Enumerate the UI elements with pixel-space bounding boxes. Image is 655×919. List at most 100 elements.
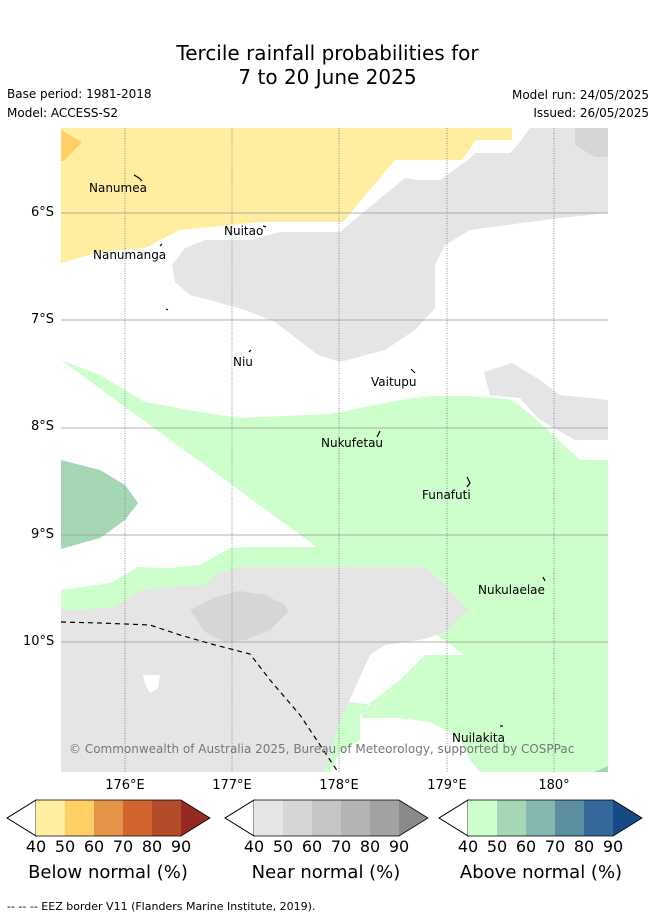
near-normal-50-region-corner bbox=[575, 128, 608, 157]
lon-tick-178e: 178°E bbox=[319, 778, 359, 793]
island-marks bbox=[133, 174, 546, 727]
colorbar-outline bbox=[438, 799, 643, 837]
island-nukulaelae bbox=[542, 576, 546, 582]
colorbar-tick-label: 70 bbox=[544, 837, 566, 856]
copyright-credit: © Commonwealth of Australia 2025, Bureau… bbox=[69, 742, 575, 756]
lat-tick-7s: 7°S bbox=[31, 312, 55, 327]
below-normal-50-region bbox=[61, 130, 82, 161]
island-small-speck bbox=[165, 308, 169, 311]
colorbar-over-triangle bbox=[399, 800, 428, 836]
colorbar-swatch bbox=[497, 800, 526, 836]
model-run-date: Model run: 24/05/2025 bbox=[511, 88, 649, 102]
place-label-nukufetau: Nukufetau bbox=[321, 436, 384, 450]
colorbar-tick-label: 70 bbox=[330, 837, 352, 856]
colorbar-swatch bbox=[341, 800, 370, 836]
near-normal-40-region-south bbox=[61, 567, 468, 772]
lon-tick-177e: 177°E bbox=[212, 778, 252, 793]
colorbars-canvas bbox=[6, 799, 643, 837]
colorbar-below-normal bbox=[6, 799, 211, 837]
near-normal-50-region-south bbox=[190, 591, 288, 642]
map-title-line2: 7 to 20 June 2025 bbox=[238, 65, 417, 89]
colorbar-label-above: Above normal (%) bbox=[459, 862, 623, 883]
colorbar-tick-label: 90 bbox=[170, 837, 192, 856]
near-normal-40-region-east bbox=[484, 363, 608, 440]
place-label-vaitupu: Vaitupu bbox=[371, 375, 417, 389]
eez-border-line bbox=[61, 621, 339, 772]
map-lat-gridlines bbox=[61, 212, 608, 643]
place-label-niu: Niu bbox=[233, 355, 253, 369]
lat-tick-10s: 10°S bbox=[23, 634, 55, 649]
colorbar-label-near: Near normal (%) bbox=[251, 862, 401, 883]
place-label-nanumea: Nanumea bbox=[89, 181, 147, 195]
colorbar-swatch bbox=[283, 800, 312, 836]
colorbar-tick-label: 60 bbox=[301, 837, 323, 856]
colorbar-tick-label: 50 bbox=[54, 837, 76, 856]
island-nuitao bbox=[262, 225, 267, 228]
place-label-nuitao: Nuitao bbox=[224, 224, 264, 238]
colorbar-tick-label: 90 bbox=[602, 837, 624, 856]
white-gap-small bbox=[143, 675, 160, 693]
place-label-nanumanga: Nanumanga bbox=[93, 248, 167, 262]
island-niu bbox=[248, 349, 252, 353]
colorbar-swatch bbox=[370, 800, 399, 836]
above-normal-50-region bbox=[61, 460, 138, 549]
colorbar-tick-label: 80 bbox=[359, 837, 381, 856]
lon-tick-176e: 176°E bbox=[105, 778, 145, 793]
lon-tick-180: 180° bbox=[538, 778, 570, 793]
colorbar-swatch bbox=[36, 800, 65, 836]
above-normal-40-region-southeast bbox=[362, 570, 608, 772]
colorbar-swatch bbox=[312, 800, 341, 836]
colorbar-swatch bbox=[94, 800, 123, 836]
lat-tick-8s: 8°S bbox=[31, 419, 55, 434]
island-funafuti bbox=[466, 476, 471, 488]
lat-tick-9s: 9°S bbox=[31, 527, 55, 542]
colorbar-swatch bbox=[526, 800, 555, 836]
colorbar-tick-label: 60 bbox=[83, 837, 105, 856]
issued-date: Issued: 26/05/2025 bbox=[533, 106, 649, 120]
colorbar-above-normal bbox=[438, 799, 643, 837]
colorbar-over-triangle bbox=[613, 800, 642, 836]
colorbar-tick-label: 40 bbox=[243, 837, 265, 856]
eez-border-footnote: -- -- -- EEZ border V11 (Flanders Marine… bbox=[7, 900, 316, 913]
colorbar-tick-label: 40 bbox=[25, 837, 47, 856]
place-label-nukulaelae: Nukulaelae bbox=[478, 583, 545, 597]
colorbar-swatch bbox=[584, 800, 613, 836]
colorbar-tick-label: 60 bbox=[515, 837, 537, 856]
lon-tick-179e: 179°E bbox=[427, 778, 467, 793]
colorbar-tick-label: 40 bbox=[457, 837, 479, 856]
colorbar-tick-label: 50 bbox=[272, 837, 294, 856]
colorbar-tick-label: 80 bbox=[141, 837, 163, 856]
below-normal-40-region bbox=[61, 128, 512, 263]
colorbar-tick-label: 80 bbox=[573, 837, 595, 856]
place-label-nuilakita: Nuilakita bbox=[452, 731, 505, 745]
lat-tick-6s: 6°S bbox=[31, 205, 55, 220]
colorbar-swatch bbox=[468, 800, 497, 836]
colorbar-swatch bbox=[152, 800, 181, 836]
colorbar-swatch bbox=[254, 800, 283, 836]
colorbar-over-triangle bbox=[181, 800, 210, 836]
place-label-funafuti: Funafuti bbox=[422, 488, 471, 502]
colorbar-under-triangle bbox=[6, 799, 37, 837]
colorbar-outline bbox=[224, 799, 429, 837]
colorbar-tick-label: 50 bbox=[486, 837, 508, 856]
colorbar-near-normal bbox=[224, 799, 429, 837]
map-title-line1: Tercile rainfall probabilities for bbox=[176, 41, 479, 65]
colorbar-under-triangle bbox=[438, 799, 469, 837]
colorbar-outline bbox=[6, 799, 211, 837]
island-vaitupu bbox=[410, 368, 416, 374]
colorbar-swatch bbox=[123, 800, 152, 836]
base-period: Base period: 1981-2018 bbox=[7, 87, 152, 101]
colorbar-swatch bbox=[65, 800, 94, 836]
island-nanumanga bbox=[159, 243, 163, 247]
colorbar-under-triangle bbox=[224, 799, 255, 837]
island-nukufetau bbox=[376, 430, 381, 438]
colorbar-tick-label: 70 bbox=[112, 837, 134, 856]
model-name: Model: ACCESS-S2 bbox=[7, 106, 119, 120]
colorbar-tick-label: 90 bbox=[388, 837, 410, 856]
island-nanumea bbox=[133, 174, 143, 182]
colorbar-swatch bbox=[555, 800, 584, 836]
colorbar-label-below: Below normal (%) bbox=[28, 862, 188, 883]
near-normal-40-region-north bbox=[172, 128, 608, 362]
above-normal-50-region-corner bbox=[594, 766, 608, 772]
